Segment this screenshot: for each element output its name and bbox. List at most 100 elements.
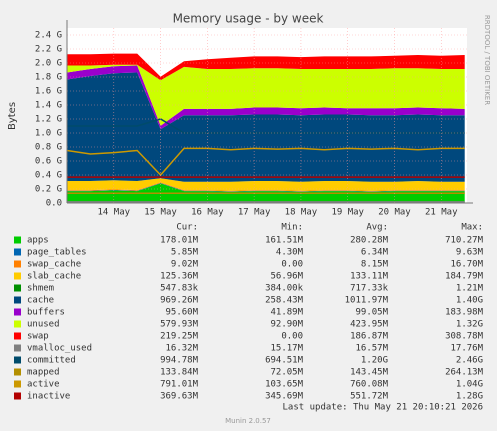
- legend-header: Max:: [461, 223, 483, 233]
- legend-stat: 92.90M: [270, 320, 303, 330]
- legend-stat: 384.00k: [265, 284, 304, 294]
- legend-swatch: [14, 344, 21, 352]
- legend-stat: 0.00: [281, 332, 303, 342]
- legend-entry: committed: [27, 356, 76, 366]
- last-update: Last update: Thu May 21 20:10:21 2026: [283, 403, 483, 413]
- legend-stat: 178.01M: [160, 236, 199, 246]
- legend-stat: 16.32M: [165, 344, 198, 354]
- x-tick-label: 16 May: [191, 208, 224, 218]
- legend-stat: 95.60M: [165, 308, 198, 318]
- y-tick-label: 2.0 G: [35, 59, 62, 69]
- legend-swatch: [14, 260, 21, 268]
- line: [66, 147, 465, 177]
- x-tick-label: 14 May: [98, 208, 131, 218]
- legend-stat: 15.17M: [270, 344, 303, 354]
- legend-swatch: [14, 308, 21, 316]
- legend-stat: 183.98M: [445, 308, 484, 318]
- legend-swatch: [14, 296, 21, 304]
- legend-stat: 186.87M: [350, 332, 389, 342]
- legend-swatch: [14, 236, 21, 244]
- legend-header: Avg:: [366, 223, 388, 233]
- area: [67, 183, 465, 192]
- legend-stat: 143.45M: [350, 368, 389, 378]
- legend-stat: 184.79M: [445, 272, 484, 282]
- x-tick-label: 21 May: [425, 208, 458, 218]
- legend-entry: vmalloc_used: [27, 344, 92, 354]
- x-tick-label: 17 May: [238, 208, 271, 218]
- legend-swatch: [14, 332, 21, 340]
- legend-stat: 133.84M: [160, 368, 199, 378]
- y-tick-label: 0.8 G: [35, 143, 62, 153]
- legend-stat: 694.51M: [265, 356, 304, 366]
- legend-stat: 308.78M: [445, 332, 484, 342]
- version: Munin 2.0.57: [225, 417, 271, 425]
- legend-entry: mapped: [27, 368, 60, 378]
- legend-stat: 280.28M: [350, 236, 389, 246]
- y-tick-label: 1.8 G: [35, 73, 62, 83]
- legend-stat: 994.78M: [160, 356, 199, 366]
- legend-stat: 9.02M: [171, 260, 199, 270]
- legend-stat: 1.20G: [361, 356, 388, 366]
- y-tick-label: 1.6 G: [35, 87, 62, 97]
- legend-stat: 345.69M: [265, 392, 304, 402]
- legend-stat: 5.85M: [171, 248, 199, 258]
- x-tick-label: 15 May: [144, 208, 177, 218]
- legend-swatch: [14, 368, 21, 376]
- legend-stat: 551.72M: [350, 392, 389, 402]
- legend-stat: 1.04G: [456, 380, 483, 390]
- legend-swatch: [14, 248, 21, 256]
- legend-stat: 423.95M: [350, 320, 389, 330]
- legend-stat: 760.08M: [350, 380, 389, 390]
- area: [67, 182, 465, 192]
- legend-entry: cache: [27, 296, 54, 306]
- legend-stat: 969.26M: [160, 296, 199, 306]
- legend-stat: 547.83k: [160, 284, 199, 294]
- y-axis-label: Bytes: [7, 102, 18, 130]
- legend-stat: 9.63M: [456, 248, 484, 258]
- legend-stat: 1.21M: [456, 284, 484, 294]
- legend-stat: 72.05M: [270, 368, 303, 378]
- y-tick-label: 1.2 G: [35, 115, 62, 125]
- legend-swatch: [14, 272, 21, 280]
- legend-entry: active: [27, 380, 60, 390]
- legend-stat: 56.96M: [270, 272, 303, 282]
- legend-stat: 717.33k: [350, 284, 389, 294]
- legend-stat: 369.63M: [160, 392, 199, 402]
- legend-stat: 0.00: [281, 260, 303, 270]
- legend-swatch: [14, 356, 21, 364]
- legend-stat: 1.32G: [456, 320, 483, 330]
- y-tick-label: 0.2 G: [35, 185, 62, 195]
- legend-header: Cur:: [176, 223, 198, 233]
- legend-entry: inactive: [27, 392, 70, 402]
- legend-stat: 6.34M: [361, 248, 389, 258]
- y-tick-label: 0.6 G: [35, 157, 62, 167]
- legend-stat: 133.11M: [350, 272, 389, 282]
- legend-swatch: [14, 392, 21, 400]
- legend-entry: buffers: [27, 308, 65, 318]
- legend-header: Min:: [281, 223, 303, 233]
- legend-entry: swap: [27, 332, 49, 342]
- y-tick-label: 0.0: [46, 199, 62, 209]
- legend-stat: 579.93M: [160, 320, 199, 330]
- area: [67, 53, 465, 81]
- x-tick-label: 18 May: [285, 208, 318, 218]
- y-tick-label: 2.2 G: [35, 45, 62, 55]
- legend-entry: swap_cache: [27, 260, 81, 270]
- legend-swatch: [14, 380, 21, 388]
- legend-stat: 219.25M: [160, 332, 199, 342]
- legend-entry: unused: [27, 320, 60, 330]
- legend-stat: 4.30M: [276, 248, 304, 258]
- legend-entry: slab_cache: [27, 272, 81, 282]
- y-tick-label: 1.0 G: [35, 129, 62, 139]
- chart-title: Memory usage - by week: [173, 12, 324, 26]
- legend-swatch: [14, 284, 21, 292]
- legend-stat: 103.65M: [265, 380, 304, 390]
- legend-stat: 8.15M: [361, 260, 389, 270]
- area: [67, 72, 465, 182]
- side-text: RRDTOOL / TOBI OETIKER: [483, 15, 491, 105]
- legend-entry: page_tables: [27, 248, 87, 258]
- legend-stat: 1.28G: [456, 392, 483, 402]
- area: [67, 64, 465, 126]
- legend-entry: shmem: [27, 284, 54, 294]
